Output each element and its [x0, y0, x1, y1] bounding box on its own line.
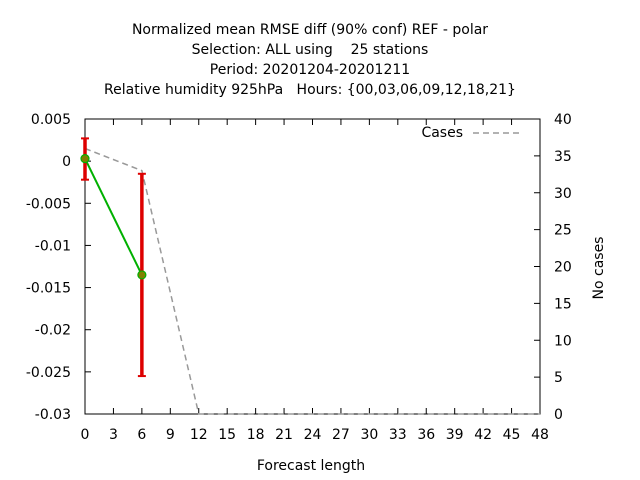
data-point	[137, 270, 147, 280]
y2-tick-label: 15	[554, 296, 572, 312]
y-tick-label: 0.005	[31, 112, 71, 128]
x-tick-label: 24	[304, 427, 322, 443]
y-tick-label: -0.025	[26, 365, 71, 381]
y-tick-label: -0.01	[35, 238, 71, 254]
y2-tick-label: 0	[554, 407, 563, 423]
title-line-1: Normalized mean RMSE diff (90% conf) REF…	[131, 22, 489, 38]
x-tick-label: 15	[218, 427, 236, 443]
x-tick-label: 6	[137, 427, 146, 443]
title-line-4: Relative humidity 925hPa Hours: {00,03,0…	[104, 82, 516, 98]
plot-frame	[84, 118, 541, 415]
x-tick-label: 3	[109, 427, 118, 443]
series-layer	[80, 137, 540, 415]
x-tick-label: 45	[503, 427, 521, 443]
x-tick-label: 0	[81, 427, 90, 443]
y-tick-label: -0.03	[35, 407, 71, 423]
x-tick-label: 33	[389, 427, 407, 443]
y-tick-label: 0	[62, 154, 71, 170]
series-line	[84, 158, 143, 276]
y2-tick-label: 25	[554, 223, 572, 239]
title-line-2: Selection: ALL using 25 stations	[191, 42, 429, 58]
x-tick-label: 39	[446, 427, 464, 443]
y2-tick-label: 35	[554, 149, 572, 165]
data-point	[80, 154, 90, 164]
x-tick-label: 42	[474, 427, 492, 443]
x-tick-label: 30	[360, 427, 378, 443]
x-tick-label: 18	[247, 427, 265, 443]
y2-tick-label: 20	[554, 260, 572, 276]
x-tick-label: 12	[190, 427, 208, 443]
x-tick-label: 48	[531, 427, 549, 443]
y2-tick-label: 10	[554, 333, 572, 349]
x-tick-label: 27	[332, 427, 350, 443]
y2-tick-label: 40	[554, 112, 572, 128]
ticks-layer: 0 3 6 9 12 15 18 21 24 27 30 33 36 39 42 45 480.0050-0.0…	[26, 112, 572, 443]
x-tick-label: 9	[166, 427, 175, 443]
x-tick-label: 21	[275, 427, 293, 443]
cases-line	[84, 147, 540, 415]
x-axis-label: Forecast length	[257, 458, 365, 474]
chart-title: Normalized mean RMSE diff (90% conf) REF…	[0, 20, 620, 100]
x-tick-label: 36	[417, 427, 435, 443]
title-line-3: Period: 20201204-20201211	[209, 62, 411, 78]
y2-tick-label: 30	[554, 186, 572, 202]
y-tick-label: -0.015	[26, 281, 71, 297]
legend-label-cases: Cases	[421, 125, 463, 141]
y2-tick-label: 5	[554, 370, 563, 386]
y2-axis-label: No cases	[591, 237, 607, 300]
legend: Cases	[421, 125, 522, 141]
y-tick-label: -0.005	[26, 196, 71, 212]
y-tick-label: -0.02	[35, 323, 71, 339]
